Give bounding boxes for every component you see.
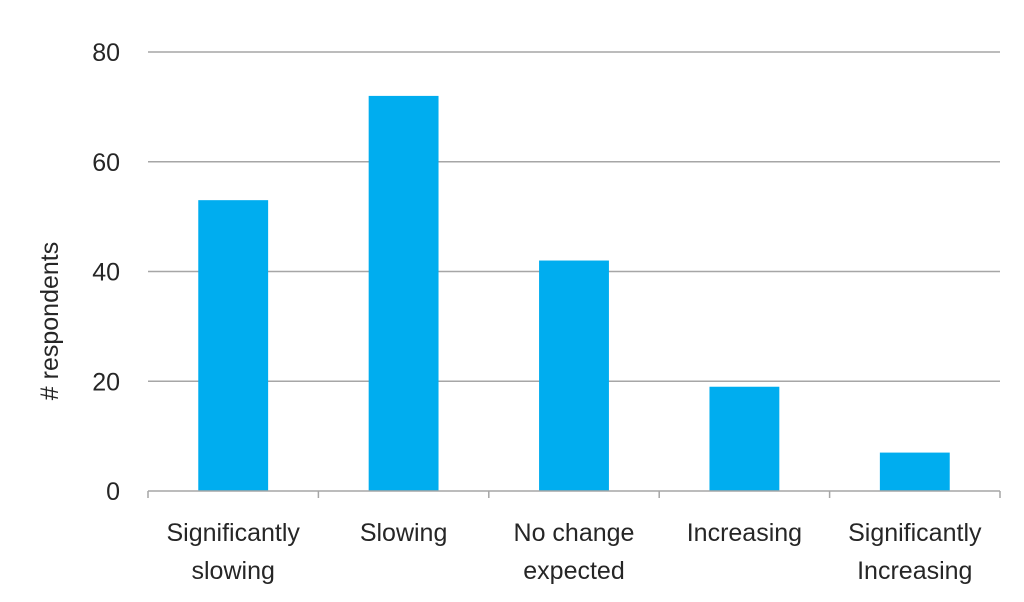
y-axis-title: # respondents <box>36 242 64 400</box>
x-axis <box>147 490 1001 498</box>
x-category-label: No change expected <box>514 519 635 585</box>
bar <box>368 95 439 492</box>
y-tick-label: 20 <box>92 368 120 396</box>
y-tick-label: 40 <box>92 259 120 287</box>
y-tick-label: 60 <box>92 149 120 177</box>
x-category-label: Increasing <box>687 519 802 547</box>
x-category-label: Significantly slowing <box>166 519 300 585</box>
x-category-labels: Significantly slowing Slowing No change expe… <box>166 519 981 585</box>
bar <box>539 260 609 491</box>
y-tick-labels: 0 20 40 60 80 <box>92 39 120 506</box>
y-tick-label: 80 <box>92 39 120 67</box>
x-category-label: Significantly Increasing <box>848 519 982 585</box>
bars <box>198 95 950 492</box>
y-tick-label: 0 <box>106 478 120 506</box>
bar <box>198 200 269 491</box>
bar <box>879 452 950 491</box>
x-category-label: Slowing <box>360 519 448 547</box>
bar <box>709 386 780 491</box>
